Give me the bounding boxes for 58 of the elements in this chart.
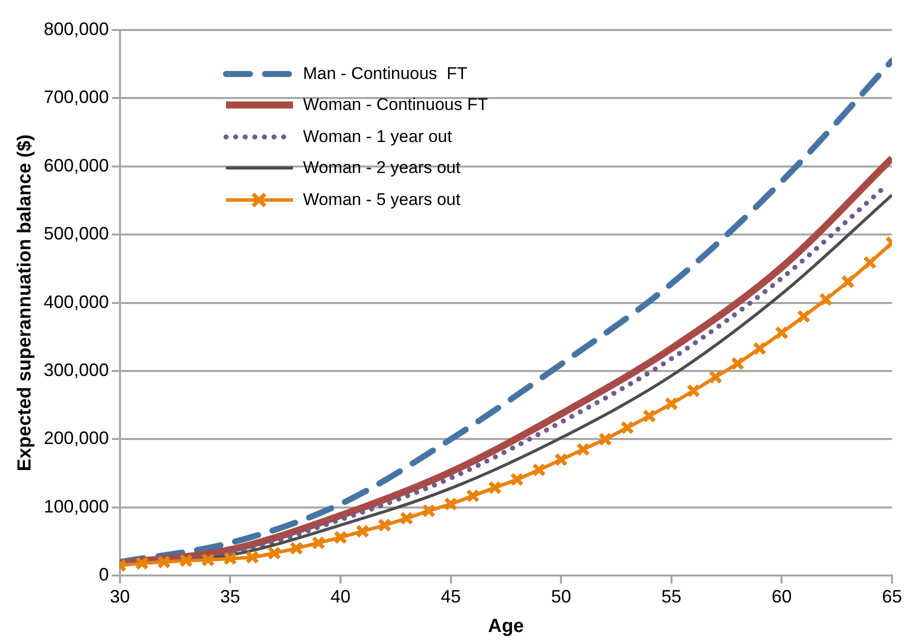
y-tick-label: 100,000 <box>44 496 109 516</box>
point <box>245 550 260 564</box>
point <box>554 452 568 467</box>
point <box>642 409 656 423</box>
y-tick-label: 700,000 <box>44 87 109 108</box>
x-tick-label: 40 <box>330 586 350 606</box>
point <box>223 552 238 566</box>
x-tick-label: 60 <box>772 586 792 606</box>
point <box>134 556 149 570</box>
point <box>620 420 634 435</box>
point <box>730 356 745 370</box>
y-tick-label: 400,000 <box>44 292 109 312</box>
point <box>796 309 811 324</box>
point <box>598 432 612 446</box>
x-tick-label: 50 <box>551 586 572 606</box>
x-tick-label: 35 <box>220 586 240 606</box>
point <box>157 555 171 569</box>
point <box>267 546 282 560</box>
point <box>862 256 877 270</box>
point <box>774 326 789 340</box>
x-tick-label: 30 <box>110 586 130 606</box>
y-tick-label: 300,000 <box>44 360 109 380</box>
point <box>444 497 458 511</box>
y-tick-label: 200,000 <box>44 428 109 448</box>
point <box>422 504 436 518</box>
y-tick-label: 800,000 <box>44 18 109 39</box>
point <box>510 472 524 486</box>
y-tick-label: 500,000 <box>44 224 109 244</box>
y-tick-label: 600,000 <box>44 155 109 176</box>
x-tick-label: 45 <box>440 586 461 606</box>
point <box>311 536 326 550</box>
point <box>488 480 502 495</box>
point <box>289 541 304 556</box>
legend-label: Woman - 1 year out <box>303 126 452 147</box>
point <box>466 488 480 503</box>
point <box>356 524 370 538</box>
point <box>201 552 216 567</box>
point <box>664 396 678 411</box>
point <box>179 554 193 568</box>
x-tick-label: 55 <box>661 586 682 606</box>
point <box>840 274 855 289</box>
point <box>532 462 546 477</box>
x-axis-title: Age <box>488 616 524 637</box>
point <box>378 518 392 532</box>
point <box>400 511 414 526</box>
point <box>752 342 767 356</box>
y-axis-title: Expected superannuation balance ($) <box>14 134 36 472</box>
legend-label: Man - Continuous FT <box>303 64 468 84</box>
legend-label: Woman - 5 years out <box>303 190 460 210</box>
y-tick-label: 0 <box>98 564 109 585</box>
legend-label: Woman - 2 years out <box>303 158 460 178</box>
legend-label: Woman - Continuous FT <box>303 95 488 116</box>
point <box>576 442 590 456</box>
point <box>686 384 700 398</box>
x-tick-label: 65 <box>882 586 902 606</box>
point <box>708 370 722 384</box>
point <box>818 292 833 306</box>
point <box>334 530 348 544</box>
